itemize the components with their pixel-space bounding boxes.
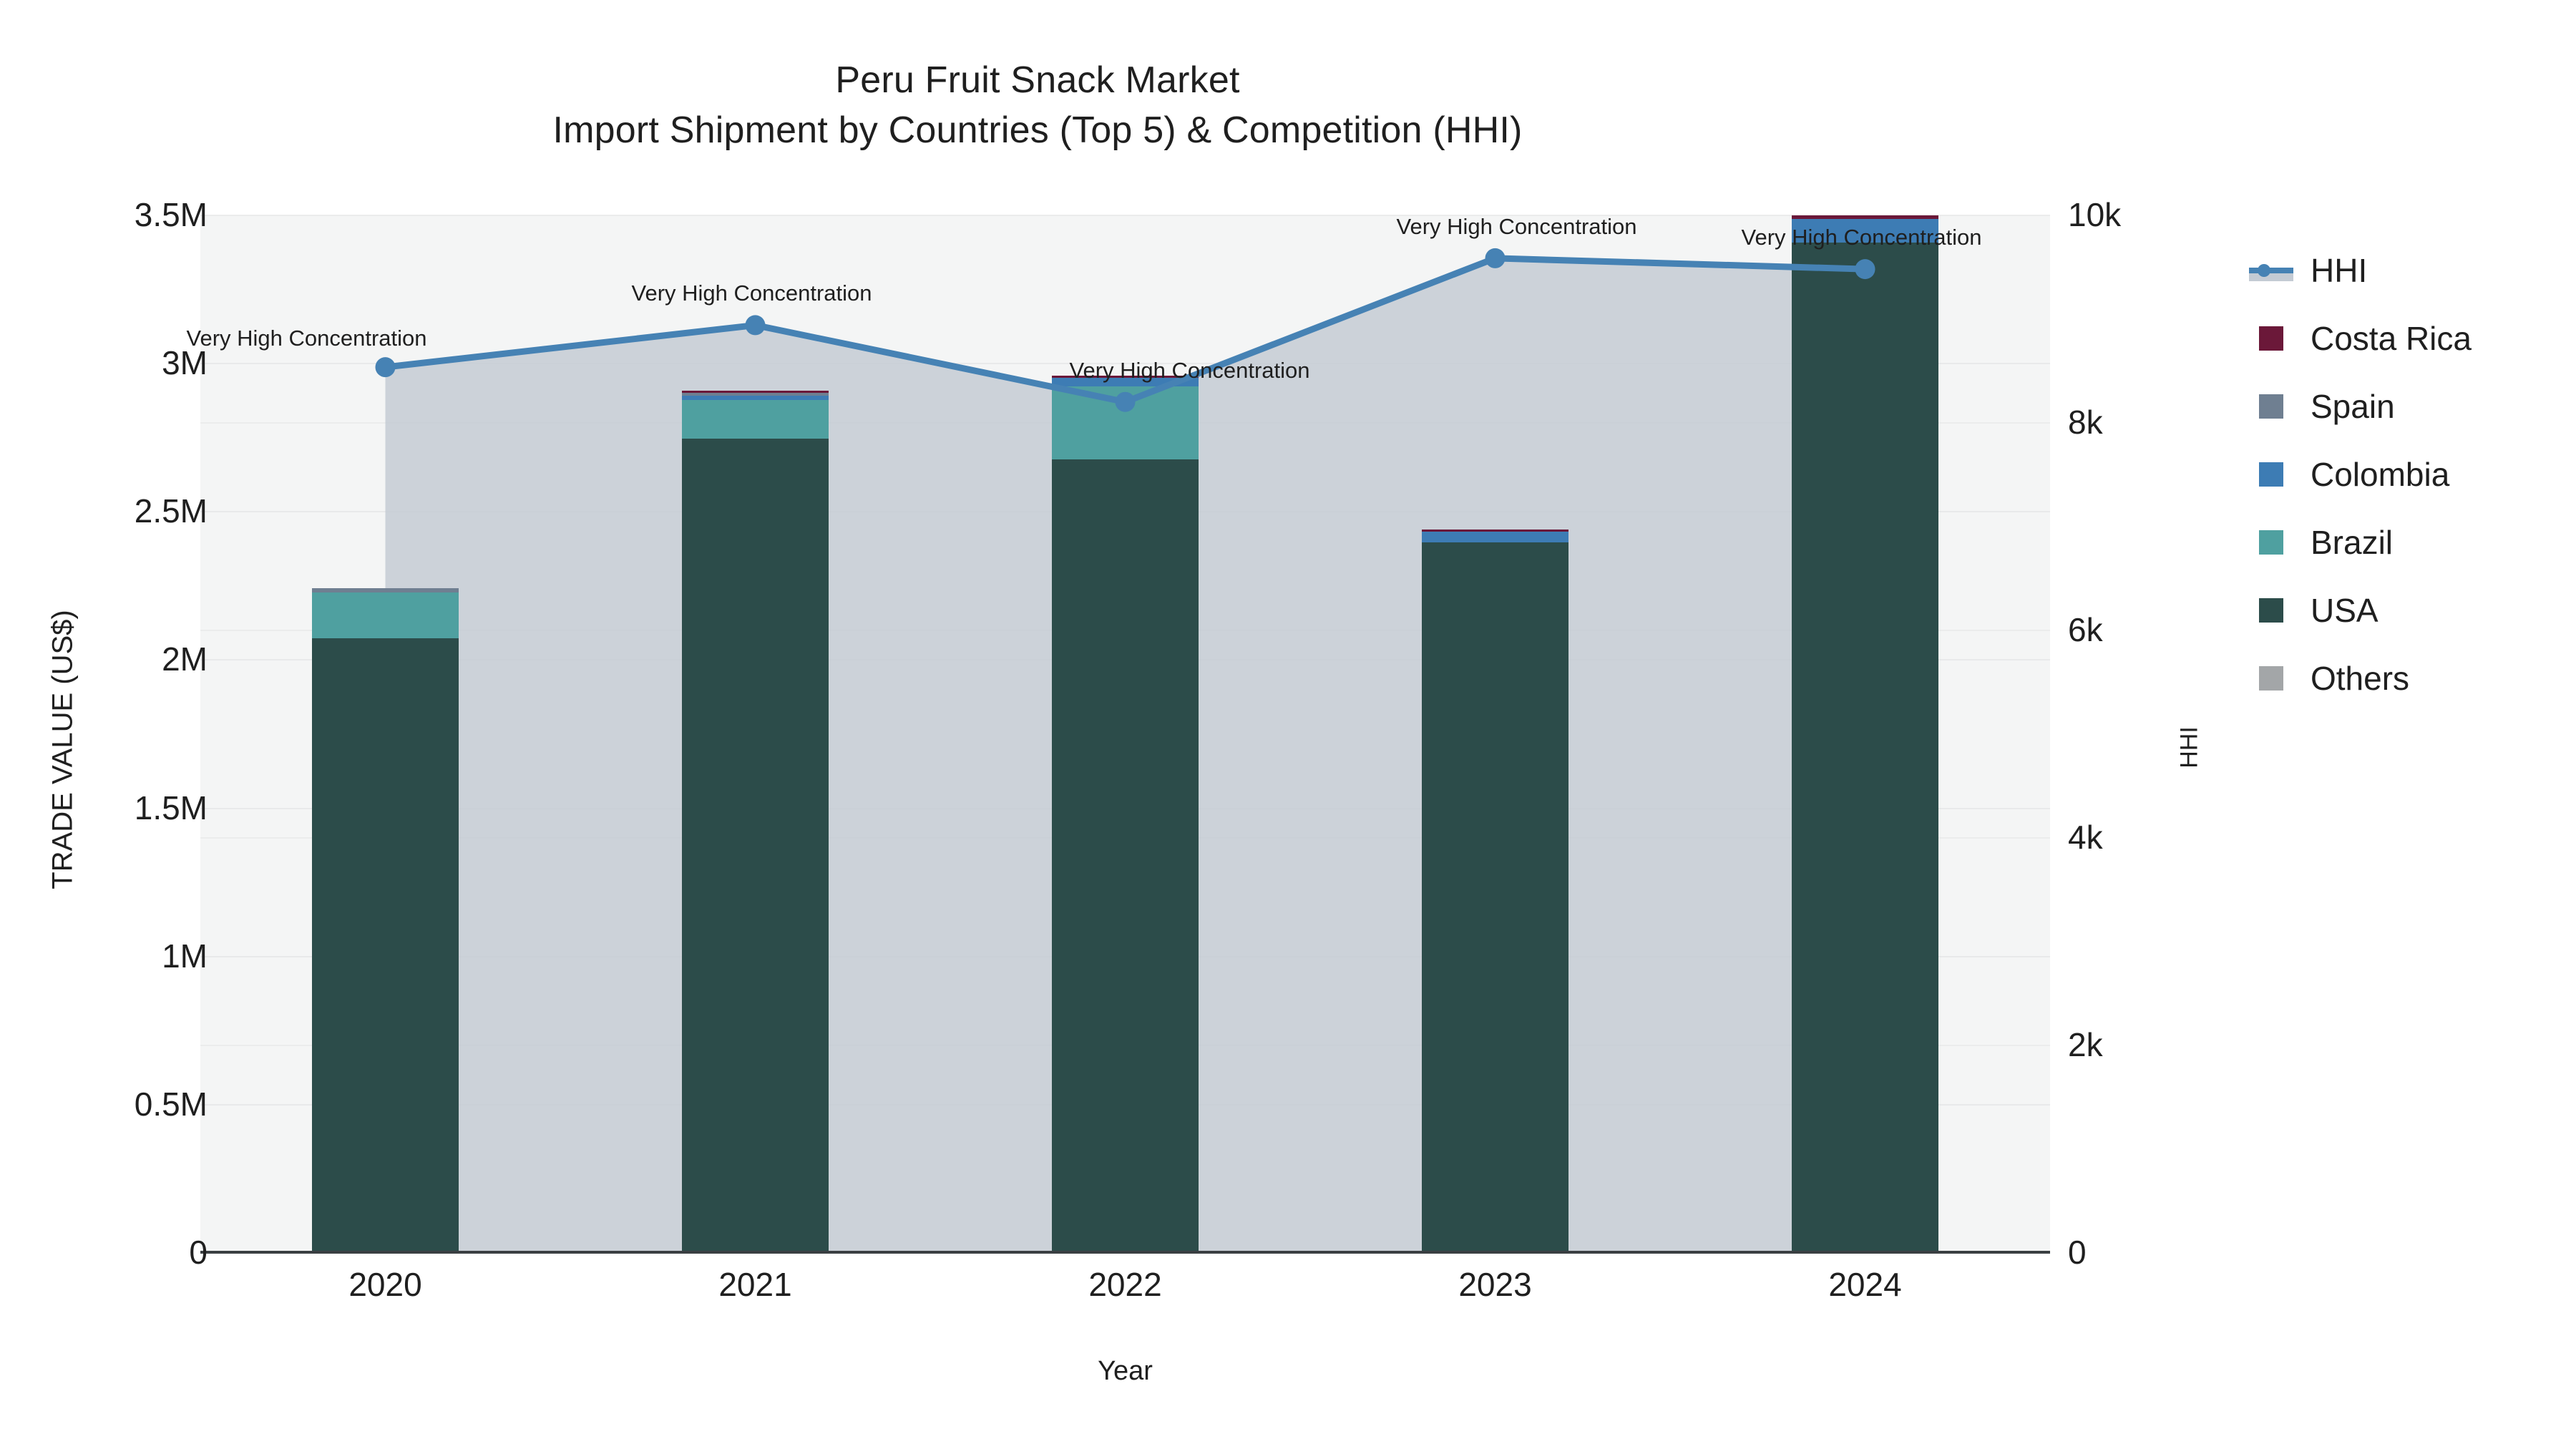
y-tick-left-label: 0 [189,1234,208,1271]
y-axis-left-label: TRADE VALUE (US$) [47,610,79,889]
y-tick-left-label: 3.5M [134,196,208,233]
y-tick-right-label: 4k [2068,819,2103,856]
legend-swatch-colombia [2259,462,2283,487]
legend-item-spain[interactable]: Spain [2258,372,2565,440]
y-tick-right-label: 2k [2068,1026,2103,1063]
bar-stack[interactable] [1052,215,1199,1252]
hhi-data-point[interactable] [375,357,396,378]
legend-line-marker-dot [2258,263,2270,277]
annotation-label: Very High Concentration [186,326,427,351]
plot-area: Very High Concentration Very High Concent… [186,213,2050,1254]
bar-stack[interactable] [682,215,829,1252]
legend-label: Colombia [2311,455,2450,493]
chart-title: Peru Fruit Snack Market Import Shipment … [0,56,2075,155]
bar-stacks [200,215,2050,1252]
bar-segment-costa-rica[interactable] [1422,530,1568,532]
y-tick-left-label: 1M [162,937,208,975]
gridline-right [200,215,2050,216]
bar-segment-usa[interactable] [682,438,829,1252]
bar-segment-colombia[interactable] [682,395,829,400]
bar-segment-brazil[interactable] [682,399,829,439]
legend-label: HHI [2311,251,2368,289]
hhi-data-point[interactable] [1855,259,1875,280]
bar-segment-costa-rica[interactable] [1792,215,1938,220]
legend-label: Costa Rica [2311,319,2472,357]
legend-line-segment [2249,267,2293,273]
bar-stack[interactable] [1792,215,1938,1252]
y-tick-left-label: 2.5M [134,492,208,530]
legend-label: Brazil [2311,523,2394,561]
legend-item-colombia[interactable]: Colombia [2258,440,2565,508]
legend-swatch-spain [2259,394,2283,419]
hhi-line [375,248,1875,412]
y-tick-right-label: 0 [2068,1234,2087,1271]
legend-item-costa-rica[interactable]: Costa Rica [2258,304,2565,372]
annotation-label: Very High Concentration [1396,213,1637,239]
y-tick-right-label: 10k [2068,196,2122,233]
legend-label: Others [2311,659,2410,697]
legend-swatch-brazil [2259,530,2283,555]
bar-segment-costa-rica[interactable] [682,390,829,393]
x-tick-label: 2021 [718,1266,792,1303]
annotation-label: Very High Concentration [1069,357,1310,383]
bar-segment-colombia[interactable] [1792,219,1938,243]
bar-segment-costa-rica[interactable] [1052,375,1199,378]
bar-segment-usa[interactable] [1052,459,1199,1252]
legend-fill-band [2249,273,2293,281]
y-tick-left-label: 3M [162,344,208,382]
annotation-label: Very High Concentration [1741,225,1982,250]
x-tick-label: 2024 [1828,1266,1902,1303]
bar-stack[interactable] [1422,215,1568,1252]
legend-item-brazil[interactable]: Brazil [2258,508,2565,576]
hhi-data-point[interactable] [1485,248,1506,268]
bar-segment-usa[interactable] [1422,542,1568,1252]
bar-segment-brazil[interactable] [312,592,459,639]
annotation-label: Very High Concentration [631,280,872,306]
x-axis-line [200,1251,2050,1254]
bar-segment-spain[interactable] [312,588,459,593]
x-tick-label: 2023 [1458,1266,1532,1303]
hhi-data-point[interactable] [1115,391,1136,412]
y-axis-right-label: HHI [2175,726,2203,769]
gridline-left [200,363,2050,365]
chart-legend: HHI Costa Rica Spain Colombia Brazil USA Other… [2249,236,2565,712]
y-tick-right-label: 8k [2068,404,2103,441]
legend-line-icon [2249,258,2293,283]
bar-segment-usa[interactable] [1792,243,1938,1252]
hhi-data-point[interactable] [745,315,766,336]
x-tick-label: 2022 [1088,1266,1162,1303]
legend-item-usa[interactable]: USA [2258,576,2565,644]
x-tick-label: 2020 [348,1266,422,1303]
legend-swatch-costa-rica [2259,326,2283,351]
legend-swatch-others [2259,665,2283,691]
x-axis-label: Year [1098,1356,1153,1386]
y-tick-left-label: 1.5M [134,789,208,826]
legend-item-hhi[interactable]: HHI [2249,236,2565,304]
legend-label: Spain [2311,387,2395,425]
legend-label: USA [2311,591,2379,629]
bar-segment-spain[interactable] [682,392,829,396]
y-tick-left-label: 2M [162,640,208,678]
chart-title-line-1: Peru Fruit Snack Market [835,59,1240,101]
legend-item-others[interactable]: Others [2258,644,2565,712]
bar-stack[interactable] [312,215,459,1252]
y-tick-right-label: 6k [2068,611,2103,648]
legend-swatch-usa [2259,597,2283,623]
bar-segment-colombia[interactable] [1422,532,1568,542]
y-tick-left-label: 0.5M [134,1085,208,1123]
bar-segment-usa[interactable] [312,638,459,1252]
chart-title-line-2: Import Shipment by Countries (Top 5) & C… [552,109,1523,151]
